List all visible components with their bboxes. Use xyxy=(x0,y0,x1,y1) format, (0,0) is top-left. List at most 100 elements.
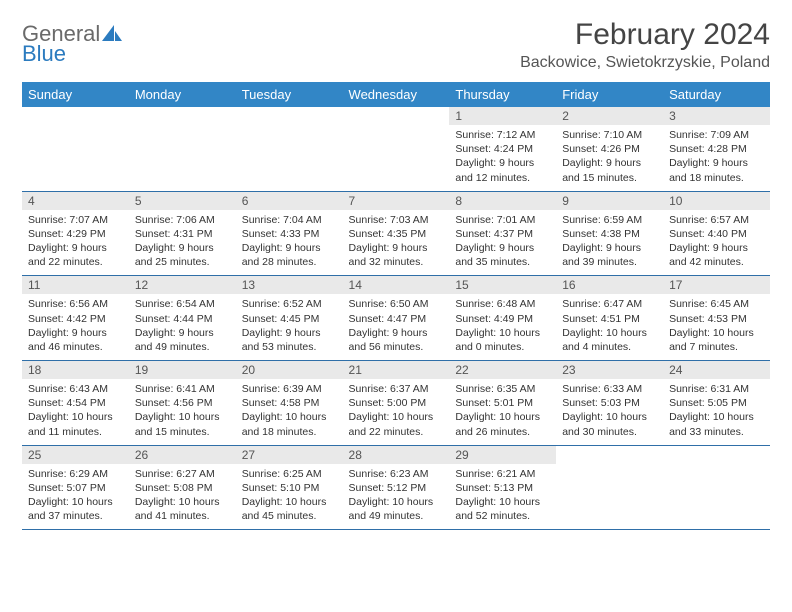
day-header: Friday xyxy=(556,82,663,107)
day-cell: Sunrise: 6:35 AMSunset: 5:01 PMDaylight:… xyxy=(449,379,556,445)
sunrise-text: Sunrise: 6:57 AM xyxy=(669,213,764,227)
daylight-text: and 39 minutes. xyxy=(562,255,657,269)
header: General Blue February 2024 Backowice, Sw… xyxy=(22,18,770,72)
title-block: February 2024 Backowice, Swietokrzyskie,… xyxy=(520,18,770,72)
daylight-text: and 56 minutes. xyxy=(349,340,444,354)
day-number: 24 xyxy=(663,361,770,380)
daylight-text: Daylight: 9 hours xyxy=(455,241,550,255)
day-cell: Sunrise: 6:21 AMSunset: 5:13 PMDaylight:… xyxy=(449,464,556,530)
day-number xyxy=(236,107,343,125)
daylight-text: Daylight: 10 hours xyxy=(242,410,337,424)
sunrise-text: Sunrise: 6:43 AM xyxy=(28,382,123,396)
sunset-text: Sunset: 4:42 PM xyxy=(28,312,123,326)
daylight-text: Daylight: 9 hours xyxy=(135,241,230,255)
day-header: Sunday xyxy=(22,82,129,107)
day-cell: Sunrise: 6:43 AMSunset: 4:54 PMDaylight:… xyxy=(22,379,129,445)
sunrise-text: Sunrise: 7:10 AM xyxy=(562,128,657,142)
detail-row: Sunrise: 7:12 AMSunset: 4:24 PMDaylight:… xyxy=(22,125,770,191)
day-number xyxy=(343,107,450,125)
daylight-text: Daylight: 10 hours xyxy=(455,410,550,424)
sunset-text: Sunset: 5:05 PM xyxy=(669,396,764,410)
daylight-text: Daylight: 10 hours xyxy=(669,410,764,424)
daynum-row: 45678910 xyxy=(22,191,770,210)
daylight-text: and 49 minutes. xyxy=(135,340,230,354)
sunset-text: Sunset: 4:54 PM xyxy=(28,396,123,410)
sunset-text: Sunset: 5:01 PM xyxy=(455,396,550,410)
daylight-text: and 4 minutes. xyxy=(562,340,657,354)
daynum-row: 11121314151617 xyxy=(22,276,770,295)
sunset-text: Sunset: 4:51 PM xyxy=(562,312,657,326)
day-cell xyxy=(22,125,129,191)
day-number: 4 xyxy=(22,191,129,210)
sunrise-text: Sunrise: 6:59 AM xyxy=(562,213,657,227)
day-number: 7 xyxy=(343,191,450,210)
sunset-text: Sunset: 4:24 PM xyxy=(455,142,550,156)
sunrise-text: Sunrise: 6:29 AM xyxy=(28,467,123,481)
calendar-table: Sunday Monday Tuesday Wednesday Thursday… xyxy=(22,82,770,530)
month-title: February 2024 xyxy=(520,18,770,52)
sunrise-text: Sunrise: 7:04 AM xyxy=(242,213,337,227)
day-cell: Sunrise: 6:29 AMSunset: 5:07 PMDaylight:… xyxy=(22,464,129,530)
daylight-text: Daylight: 10 hours xyxy=(242,495,337,509)
daylight-text: Daylight: 10 hours xyxy=(349,495,444,509)
daylight-text: Daylight: 10 hours xyxy=(455,326,550,340)
sunset-text: Sunset: 5:00 PM xyxy=(349,396,444,410)
daylight-text: and 12 minutes. xyxy=(455,171,550,185)
day-cell: Sunrise: 7:03 AMSunset: 4:35 PMDaylight:… xyxy=(343,210,450,276)
day-cell: Sunrise: 6:33 AMSunset: 5:03 PMDaylight:… xyxy=(556,379,663,445)
day-cell: Sunrise: 6:57 AMSunset: 4:40 PMDaylight:… xyxy=(663,210,770,276)
sunrise-text: Sunrise: 6:31 AM xyxy=(669,382,764,396)
day-number: 5 xyxy=(129,191,236,210)
day-header: Wednesday xyxy=(343,82,450,107)
day-cell xyxy=(343,125,450,191)
daylight-text: Daylight: 9 hours xyxy=(242,326,337,340)
daylight-text: and 15 minutes. xyxy=(562,171,657,185)
logo: General Blue xyxy=(22,24,122,64)
day-cell: Sunrise: 7:12 AMSunset: 4:24 PMDaylight:… xyxy=(449,125,556,191)
daylight-text: and 33 minutes. xyxy=(669,425,764,439)
sunset-text: Sunset: 4:56 PM xyxy=(135,396,230,410)
daylight-text: and 37 minutes. xyxy=(28,509,123,523)
sunset-text: Sunset: 4:38 PM xyxy=(562,227,657,241)
sunset-text: Sunset: 4:44 PM xyxy=(135,312,230,326)
daylight-text: Daylight: 10 hours xyxy=(562,326,657,340)
day-number: 21 xyxy=(343,361,450,380)
daylight-text: and 52 minutes. xyxy=(455,509,550,523)
sunrise-text: Sunrise: 7:07 AM xyxy=(28,213,123,227)
day-number xyxy=(129,107,236,125)
day-number: 8 xyxy=(449,191,556,210)
daylight-text: and 18 minutes. xyxy=(242,425,337,439)
sunset-text: Sunset: 4:47 PM xyxy=(349,312,444,326)
sunrise-text: Sunrise: 6:33 AM xyxy=(562,382,657,396)
daylight-text: and 11 minutes. xyxy=(28,425,123,439)
day-cell: Sunrise: 6:39 AMSunset: 4:58 PMDaylight:… xyxy=(236,379,343,445)
sunset-text: Sunset: 5:08 PM xyxy=(135,481,230,495)
daylight-text: and 42 minutes. xyxy=(669,255,764,269)
day-cell: Sunrise: 6:25 AMSunset: 5:10 PMDaylight:… xyxy=(236,464,343,530)
day-number: 18 xyxy=(22,361,129,380)
day-number: 13 xyxy=(236,276,343,295)
day-cell: Sunrise: 7:06 AMSunset: 4:31 PMDaylight:… xyxy=(129,210,236,276)
sunset-text: Sunset: 5:03 PM xyxy=(562,396,657,410)
daylight-text: Daylight: 9 hours xyxy=(135,326,230,340)
day-number xyxy=(663,445,770,464)
sunrise-text: Sunrise: 7:01 AM xyxy=(455,213,550,227)
daylight-text: and 26 minutes. xyxy=(455,425,550,439)
sunset-text: Sunset: 4:33 PM xyxy=(242,227,337,241)
day-number: 28 xyxy=(343,445,450,464)
day-number: 29 xyxy=(449,445,556,464)
daylight-text: Daylight: 10 hours xyxy=(455,495,550,509)
day-number: 26 xyxy=(129,445,236,464)
daylight-text: and 41 minutes. xyxy=(135,509,230,523)
daylight-text: and 22 minutes. xyxy=(349,425,444,439)
day-number: 25 xyxy=(22,445,129,464)
daynum-row: 123 xyxy=(22,107,770,125)
daylight-text: and 35 minutes. xyxy=(455,255,550,269)
day-number: 22 xyxy=(449,361,556,380)
daynum-row: 2526272829 xyxy=(22,445,770,464)
day-cell: Sunrise: 7:01 AMSunset: 4:37 PMDaylight:… xyxy=(449,210,556,276)
daylight-text: and 28 minutes. xyxy=(242,255,337,269)
daylight-text: and 18 minutes. xyxy=(669,171,764,185)
sunset-text: Sunset: 4:35 PM xyxy=(349,227,444,241)
sunset-text: Sunset: 5:12 PM xyxy=(349,481,444,495)
